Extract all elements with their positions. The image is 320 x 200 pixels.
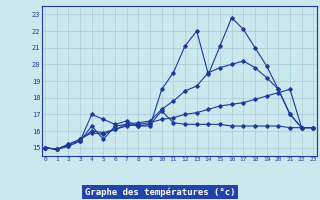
Text: Graphe des températures (°c): Graphe des températures (°c) <box>85 187 235 197</box>
